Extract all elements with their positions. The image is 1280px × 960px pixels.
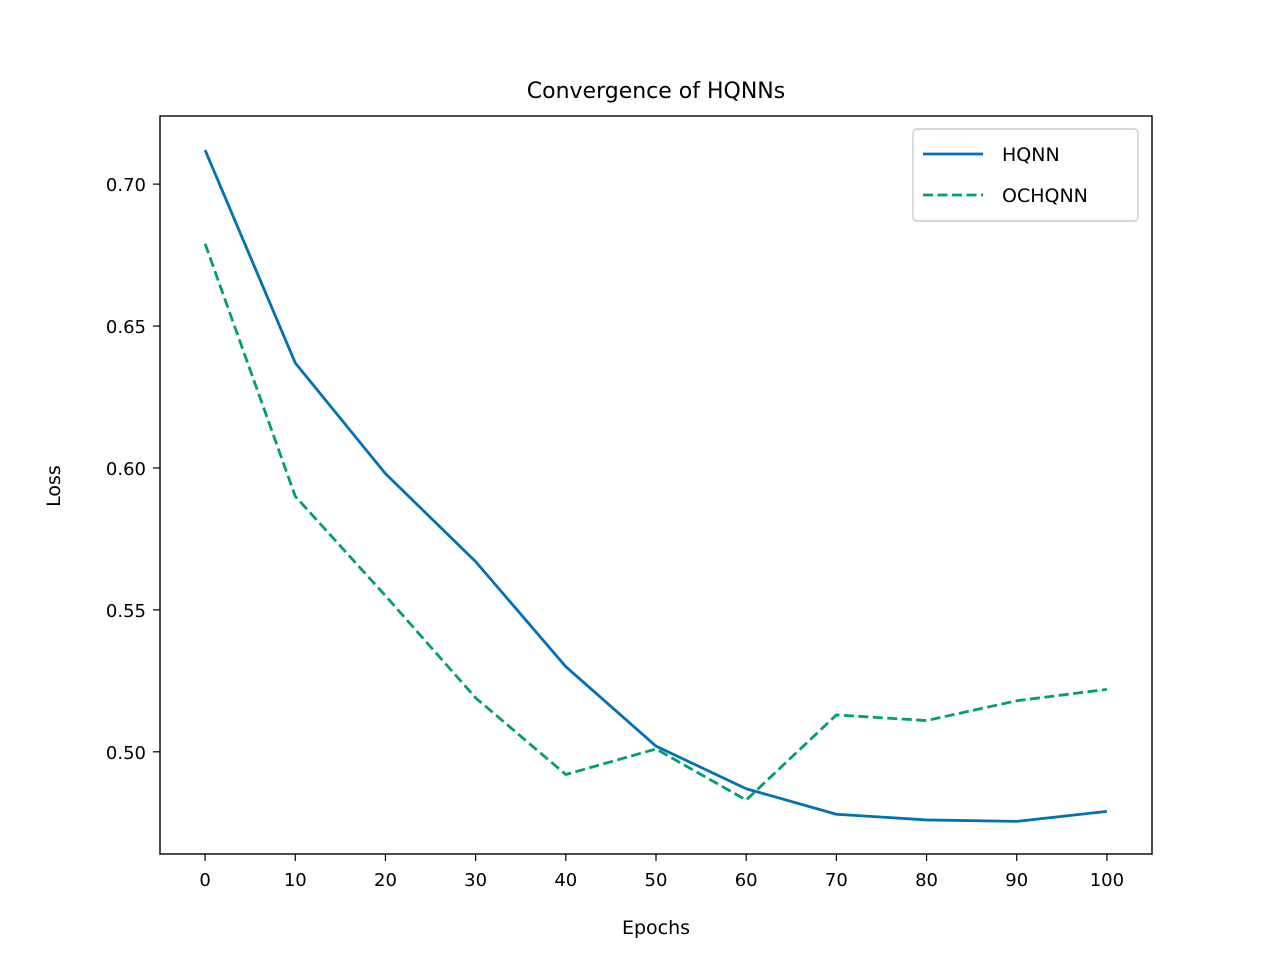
x-tick-label: 0 — [199, 870, 210, 891]
y-tick-label: 0.65 — [106, 317, 146, 338]
x-tick-label: 60 — [735, 870, 758, 891]
x-tick-label: 20 — [374, 870, 397, 891]
x-tick-label: 10 — [284, 870, 307, 891]
x-tick-label: 70 — [825, 870, 848, 891]
y-tick-label: 0.60 — [106, 459, 146, 480]
series-line-ochqnn — [203, 243, 1108, 802]
series-line-hqnn — [203, 149, 1108, 823]
x-tick-label: 30 — [464, 870, 487, 891]
x-tick-label: 90 — [1005, 870, 1028, 891]
series-layer — [203, 149, 1108, 823]
legend-box — [912, 128, 1139, 222]
chart-title: Convergence of HQNNs — [527, 79, 785, 104]
legend-label-ochqnn: OCHQNN — [1002, 185, 1088, 207]
x-tick-label: 100 — [1090, 870, 1124, 891]
y-axis-label: Loss — [43, 465, 65, 507]
x-axis: 0 10 20 30 40 50 60 70 80 90 100 — [199, 854, 1124, 891]
x-tick-label: 40 — [554, 870, 577, 891]
y-tick-label: 0.55 — [106, 601, 146, 622]
y-tick-label: 0.70 — [106, 175, 146, 196]
legend-label-hqnn: HQNN — [1002, 144, 1060, 166]
x-axis-label: Epochs — [622, 917, 690, 939]
x-tick-label: 80 — [915, 870, 938, 891]
y-tick-label: 0.50 — [106, 743, 146, 764]
x-tick-label: 50 — [645, 870, 668, 891]
y-axis: 0.50 0.55 0.60 0.65 0.70 — [106, 175, 160, 764]
legend: HQNN OCHQNN — [912, 128, 1139, 222]
